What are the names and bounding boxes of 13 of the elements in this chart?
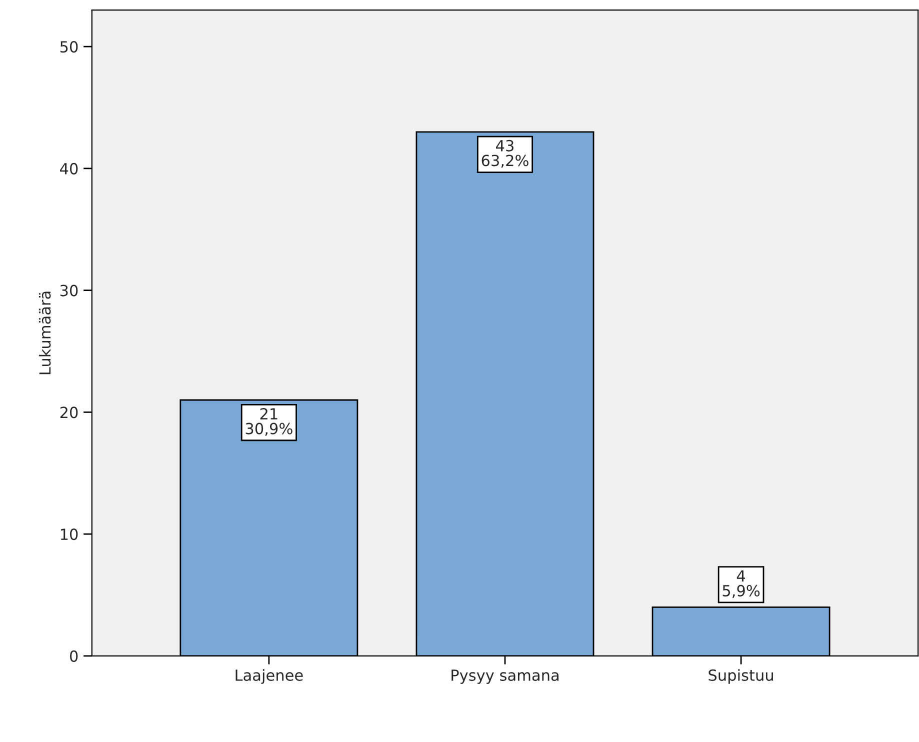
x-tick-label: Laajenee bbox=[236, 669, 303, 684]
y-tick-label: 10 bbox=[60, 528, 78, 540]
x-tick-label: Pysyy samana bbox=[452, 670, 558, 684]
y-tick-label: 0 bbox=[70, 650, 78, 662]
y-tick-label: 50 bbox=[60, 41, 78, 53]
y-axis-title: Lukumäärä bbox=[38, 292, 51, 374]
y-tick-label: 20 bbox=[60, 406, 78, 418]
x-tick-label: Supistuu bbox=[708, 669, 773, 684]
data-label: 21 30,9% bbox=[246, 408, 292, 436]
data-label: 4 5,9% bbox=[722, 570, 760, 598]
y-tick-label: 40 bbox=[60, 162, 78, 174]
data-label: 43 63,2% bbox=[482, 140, 528, 168]
y-tick-label: 30 bbox=[60, 284, 78, 296]
